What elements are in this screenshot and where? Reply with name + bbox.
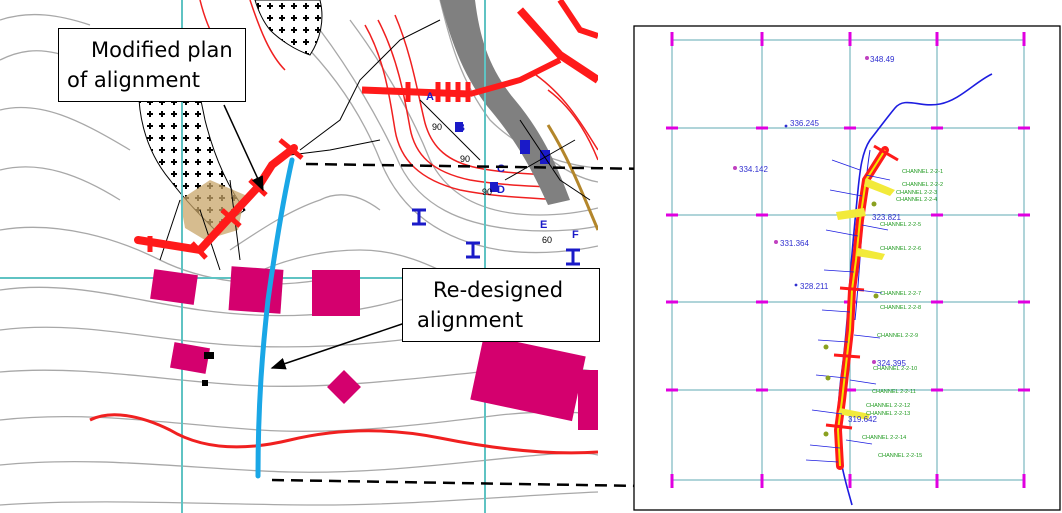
callout-redesigned-line2: alignment bbox=[417, 308, 524, 332]
right-plan-drawing: 348.49 336.245 334.142 323.821 331.364 3… bbox=[633, 25, 1061, 511]
elevation-label: 334.142 bbox=[739, 165, 768, 174]
elevation-label: 323.821 bbox=[872, 213, 901, 222]
upper-alignment-structures bbox=[361, 0, 598, 102]
redesigned-alignment bbox=[255, 157, 295, 479]
channel-label: CHANNEL 2-2-11 bbox=[872, 389, 916, 395]
arrow-modified-plan bbox=[223, 104, 264, 192]
callout-modified-plan: Modified plan of alignment bbox=[58, 28, 246, 102]
map-letter-a: A bbox=[426, 91, 434, 103]
channel-label: CHANNEL 2-2-13 bbox=[866, 411, 910, 417]
plan-inlets bbox=[836, 178, 895, 420]
contour-label-c: 90 bbox=[482, 187, 492, 197]
elevation-label: 328.211 bbox=[800, 282, 829, 291]
road-contours bbox=[199, 0, 598, 201]
buildings bbox=[150, 266, 598, 430]
elevation-label: 331.364 bbox=[780, 239, 809, 248]
map-letter-b: B bbox=[457, 122, 465, 134]
channel-label: CHANNEL 2-2-3 bbox=[896, 190, 937, 196]
plan-elevation-dots bbox=[733, 56, 876, 364]
contour-label-a: 90 bbox=[432, 122, 442, 132]
plan-elevations: 348.49 336.245 334.142 323.821 331.364 3… bbox=[739, 55, 906, 424]
callout-modified-line2: of alignment bbox=[67, 68, 201, 92]
elevation-label: 348.49 bbox=[870, 55, 895, 64]
channel-label: CHANNEL 2-2-5 bbox=[880, 222, 921, 228]
contour-label-d: 60 bbox=[542, 235, 552, 245]
map-letter-e: E bbox=[540, 219, 547, 231]
channel-label: CHANNEL 2-2-14 bbox=[862, 435, 906, 441]
elevation-label: 324.395 bbox=[877, 359, 906, 368]
tan-area bbox=[180, 180, 245, 240]
map-letter-d: D bbox=[497, 184, 505, 196]
plan-markers bbox=[823, 201, 879, 437]
contour-label-b: 90 bbox=[460, 154, 470, 164]
elevation-label: 319.642 bbox=[848, 415, 877, 424]
channel-label: CHANNEL 2-2-15 bbox=[878, 453, 922, 459]
arrow-redesigned bbox=[270, 322, 406, 370]
grey-embankment bbox=[440, 0, 570, 205]
callout-redesigned-line1: Re-designed bbox=[433, 278, 564, 302]
building-marker bbox=[204, 352, 214, 359]
channel-label: CHANNEL 2-2-1 bbox=[902, 169, 943, 175]
channel-label: CHANNEL 2-2-7 bbox=[880, 291, 921, 297]
plan-channel-labels: CHANNEL 2-2-1 CHANNEL 2-2-2 CHANNEL 2-2-… bbox=[862, 169, 943, 459]
elevation-label: 336.245 bbox=[790, 119, 819, 128]
channel-label: CHANNEL 2-2-12 bbox=[866, 403, 910, 409]
brown-road-line bbox=[546, 124, 598, 231]
plan-alignment bbox=[825, 144, 899, 470]
map-letter-c: C bbox=[497, 163, 505, 175]
channel-label: CHANNEL 2-2-6 bbox=[880, 246, 921, 252]
channel-label: CHANNEL 2-2-8 bbox=[880, 305, 921, 311]
callout-modified-line1: Modified plan bbox=[91, 38, 233, 62]
building-marker-2 bbox=[202, 380, 208, 386]
contour-values: 90 90 90 60 bbox=[432, 122, 552, 245]
map-letter-f: F bbox=[572, 229, 579, 241]
channel-label: CHANNEL 2-2-10 bbox=[873, 366, 917, 372]
channel-label: CHANNEL 2-2-2 bbox=[902, 182, 943, 188]
callout-redesigned-alignment: Re-designed alignment bbox=[402, 268, 600, 342]
hatched-rock-zone-top bbox=[254, 0, 323, 56]
channel-label: CHANNEL 2-2-4 bbox=[896, 197, 937, 203]
red-river-line bbox=[89, 413, 598, 455]
plan-drainage-ticks bbox=[805, 159, 891, 463]
channel-label: CHANNEL 2-2-9 bbox=[877, 333, 918, 339]
